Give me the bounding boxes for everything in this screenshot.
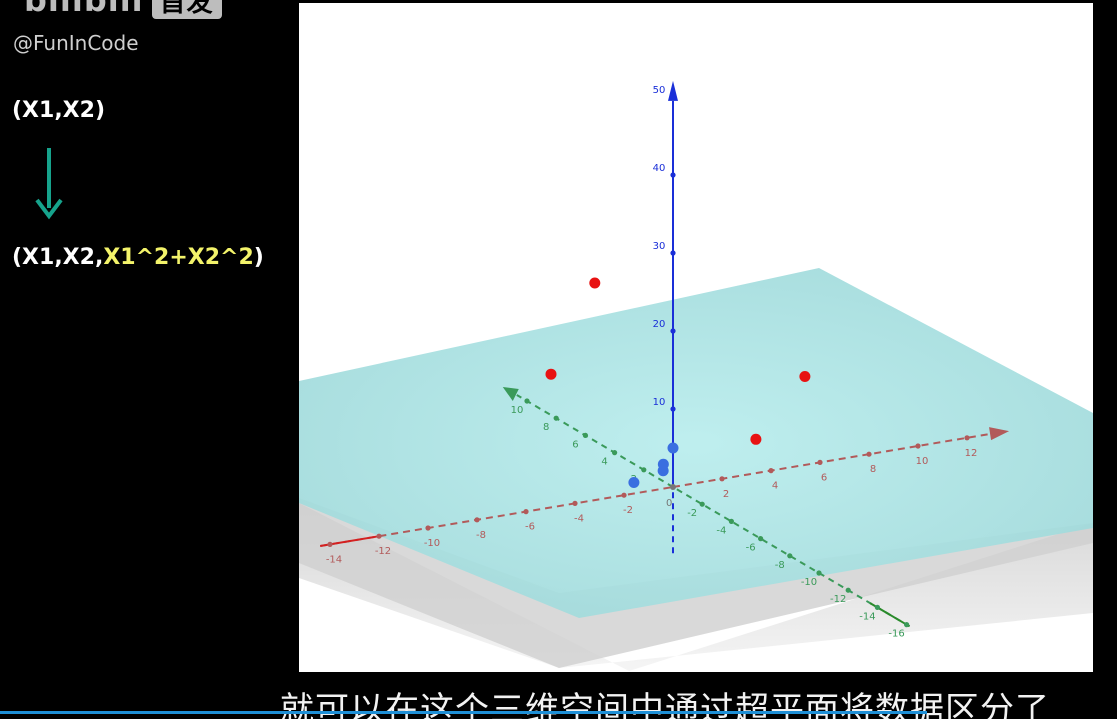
x-tick-label-dot — [719, 476, 725, 482]
y-tick-label: -10 — [801, 577, 817, 588]
z-tick-label-dot — [670, 172, 676, 178]
z-tick-label: 40 — [653, 163, 666, 174]
x-tick-label-dot — [768, 468, 774, 474]
x-tick-label: -4 — [574, 513, 584, 524]
x-tick-label-dot — [327, 541, 333, 548]
y-tick-label-dot — [874, 604, 881, 611]
output-formula: (X1,X2,X1^2+X2^2) — [12, 245, 264, 270]
x-tick-label-dot — [621, 492, 627, 498]
x-tick-label: -14 — [326, 554, 342, 565]
data-point-red — [750, 433, 762, 445]
z-tick-label: 10 — [653, 397, 666, 408]
output-formula-suffix: ) — [253, 245, 264, 270]
data-point-blue — [657, 458, 669, 470]
y-tick-label: 8 — [543, 422, 549, 433]
x-tick-label: 2 — [723, 489, 729, 500]
y-tick-label: -12 — [830, 594, 846, 605]
y-tick-label: -6 — [746, 543, 756, 554]
y-tick-label-dot — [553, 415, 559, 421]
x-tick-label-dot — [572, 500, 578, 506]
x-tick-label: -6 — [525, 522, 535, 533]
author-handle: @FunInCode — [13, 31, 139, 55]
y-axis-positive — [516, 394, 674, 488]
x-tick-label: -8 — [476, 530, 486, 541]
x-tick-label: -2 — [623, 505, 633, 516]
y-tick-label-dot — [699, 501, 705, 507]
x-tick-label-dot — [964, 435, 970, 441]
y-tick-label: -14 — [859, 611, 875, 622]
y-tick-label-dot — [758, 536, 764, 542]
x-tick-label: 10 — [916, 456, 929, 467]
z-tick-label: 20 — [653, 319, 666, 330]
y-tick-label-dot — [845, 587, 851, 593]
y-tick-label-dot — [612, 450, 618, 456]
y-tick-label-dot — [816, 570, 822, 576]
z-tick-label: 30 — [653, 241, 666, 252]
y-tick-label-dot — [728, 518, 734, 525]
x-tick-label: -12 — [375, 546, 391, 557]
data-point-blue — [628, 477, 640, 488]
origin-dot — [670, 484, 676, 490]
data-point-red — [589, 277, 601, 289]
y-tick-label-dot — [904, 622, 910, 628]
bilibili-logo: bilibili 首发 — [24, 0, 234, 20]
output-formula-highlight: X1^2+X2^2 — [103, 245, 254, 270]
x-tick-label-dot — [474, 517, 480, 523]
data-point-blue — [667, 442, 679, 454]
x-tick-label-dot — [376, 533, 382, 539]
3d-plot-panel: 24681012-2-4-6-8-10-12-14246810-2-4-6-8-… — [299, 3, 1093, 672]
logo-text: bilibili — [24, 0, 144, 19]
x-tick-label: 8 — [870, 464, 876, 475]
data-point-red — [545, 368, 557, 380]
origin-label: 0 — [666, 498, 672, 509]
hyperplane — [299, 268, 1093, 618]
z-tick-label-dot — [670, 94, 676, 100]
x-tick-label: 6 — [821, 472, 827, 483]
y-tick-label: -2 — [687, 508, 697, 519]
y-tick-label: 10 — [511, 405, 524, 416]
y-tick-label-dot — [582, 432, 588, 438]
y-tick-label: -4 — [716, 525, 726, 536]
subtitle-caption: 就可以在这个三维空间中通过超平面将数据区分了 — [280, 690, 1050, 719]
x-tick-label: 4 — [772, 481, 778, 492]
z-tick-label-dot — [670, 328, 676, 334]
x-tick-label-dot — [425, 525, 431, 531]
x-tick-label-dot — [817, 459, 823, 465]
y-tick-label: -8 — [775, 560, 785, 571]
x-tick-label-dot — [523, 509, 529, 515]
logo-badge: 首发 — [151, 0, 222, 19]
3d-plot: 24681012-2-4-6-8-10-12-14246810-2-4-6-8-… — [299, 80, 1093, 671]
y-tick-label: 6 — [572, 439, 578, 450]
z-tick-label-dot — [670, 250, 676, 256]
arrow-down-icon — [35, 148, 63, 220]
x-axis-positive — [672, 433, 990, 488]
input-formula: (X1,X2) — [12, 98, 106, 123]
data-point-red — [799, 371, 811, 382]
y-tick-label: -16 — [888, 629, 904, 640]
z-tick-label-dot — [670, 406, 676, 412]
x-axis-arrow-icon — [989, 427, 1010, 441]
x-tick-label: 12 — [965, 448, 978, 459]
video-progress-bar[interactable] — [0, 711, 927, 714]
x-tick-label-dot — [915, 443, 921, 449]
x-tick-label-dot — [866, 451, 872, 457]
z-tick-label: 50 — [653, 85, 666, 96]
y-axis-arrow-icon — [502, 386, 519, 401]
y-tick-label-dot — [641, 467, 647, 473]
y-tick-label-dot — [524, 398, 530, 404]
z-axis-arrow-icon — [668, 80, 678, 101]
y-tick-label: 4 — [601, 457, 607, 468]
y-tick-label-dot — [787, 553, 793, 559]
output-formula-prefix: (X1,X2, — [12, 245, 104, 270]
x-tick-label: -10 — [424, 538, 440, 549]
